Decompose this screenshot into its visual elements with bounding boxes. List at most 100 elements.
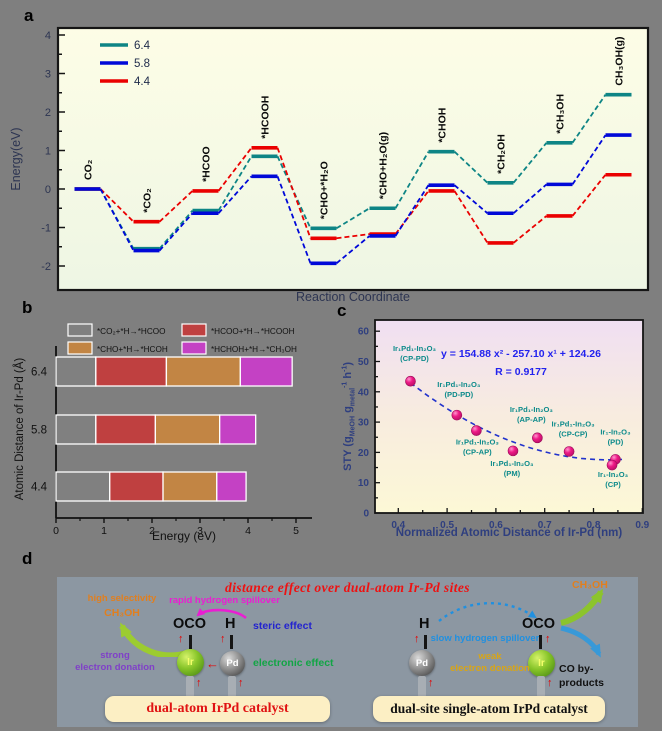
- weak-donation-label: weak electron donation: [450, 651, 530, 675]
- h-label-left: H: [225, 616, 236, 632]
- category-label: 5.8: [31, 425, 47, 437]
- y-tick-label: 20: [358, 448, 370, 459]
- y-tick-label: 10: [358, 478, 370, 489]
- bar-segment: [154, 414, 221, 445]
- point-site-label: (PD-PD): [445, 390, 474, 399]
- data-point: [405, 375, 416, 387]
- energy-connector: [158, 209, 194, 250]
- data-point: [471, 425, 482, 436]
- ch3oh-label-right: CH₃OH: [572, 579, 608, 591]
- energy-diagram-chart: 4 3 2 1 0 -1 -2 CO₂ *CO₂ *HCOO *HCOOH *CHO+*H₂O *CHO…: [41, 26, 650, 292]
- bar-segment: [239, 356, 293, 387]
- bar-segment: [219, 414, 257, 445]
- support-pillar: [537, 676, 545, 697]
- data-point: [606, 459, 618, 471]
- energy-connector: [336, 233, 370, 240]
- bar-segment: [55, 471, 111, 502]
- point-name-label: Ir₁Pd₁-In₂O₃: [552, 419, 596, 428]
- bar-segment: [165, 356, 241, 387]
- up-arrow-icon: ↑: [414, 633, 420, 645]
- slow-spillover-arrow-icon: [438, 601, 537, 622]
- y-tick-label: 4: [45, 30, 51, 42]
- up-arrow-icon: ↑: [428, 677, 434, 689]
- energy-connector: [512, 142, 548, 184]
- legend-swatch: [181, 341, 207, 355]
- h-bond-left: [230, 635, 233, 649]
- y-tick-label: 0: [363, 509, 369, 520]
- species-label: *CHO+H₂O(g): [378, 132, 390, 199]
- point-name-label: Ir₁Pd₁-In₂O₃: [456, 438, 500, 447]
- rapid-spillover-label: rapid hydrogen spillover: [169, 595, 280, 606]
- legend-swatch: [67, 323, 93, 337]
- legend-label: 6.4: [134, 40, 151, 52]
- species-label: *CH₂OH: [496, 134, 508, 174]
- energy-connector: [217, 155, 253, 212]
- data-point: [451, 409, 463, 421]
- fit-equation: y = 154.88 x² - 257.10 x¹ + 124.26: [441, 348, 601, 360]
- rapid-spillover-arrow-icon: [196, 608, 247, 620]
- pd-sphere-right: Pd: [409, 650, 435, 676]
- x-tick-label: 0: [53, 525, 59, 537]
- ch3oh-label-left: CH₃OH: [104, 607, 140, 619]
- energy-connector: [99, 188, 135, 252]
- h-label-right: H: [419, 616, 430, 632]
- y-tick-label: 3: [45, 69, 51, 81]
- ir-sphere-text: Ir: [187, 657, 194, 668]
- data-point: [507, 445, 519, 457]
- strong-donation-label: strong electron donation: [75, 650, 155, 674]
- dual-atom-catalyst-box: dual-atom IrPd catalyst: [105, 696, 330, 722]
- species-label: *HCOOH: [260, 96, 272, 139]
- legend-label: *CO₂+*H→*HCOO: [97, 327, 165, 336]
- energy-connector: [571, 134, 607, 185]
- y-tick-label: 60: [358, 327, 370, 338]
- pd-sphere-text: Pd: [415, 657, 429, 669]
- bar-segment: [55, 356, 97, 387]
- up-arrow-icon: ↑: [196, 677, 202, 689]
- oco-label-right: OCO: [522, 616, 556, 632]
- bar-segment: [95, 414, 157, 445]
- panel-b-xlabel: Energy (eV): [151, 529, 217, 543]
- x-tick-label: 4: [245, 525, 251, 537]
- panel-d-schematic: distance effect over dual-atom Ir-Pd sit…: [57, 577, 638, 727]
- category-label: 4.4: [31, 482, 48, 494]
- up-arrow-icon: ↑: [178, 633, 184, 645]
- support-pillar: [186, 676, 194, 697]
- data-point: [532, 432, 543, 444]
- panel-a-frame: [56, 26, 650, 292]
- panel-c-ylabel: STY (gMeOH gmetal-1 h-1): [341, 361, 357, 471]
- x-tick-label: 0.4: [391, 520, 405, 531]
- energy-connector: [276, 155, 312, 229]
- x-tick-label: 0.5: [440, 520, 454, 531]
- up-arrow-icon: ↑: [545, 633, 551, 645]
- y-tick-label: 2: [45, 107, 51, 119]
- legend-label: *CHO+*H→*HCOH: [97, 345, 168, 354]
- point-site-label: (CP-AP): [463, 448, 492, 457]
- point-site-label: (PM): [504, 469, 521, 478]
- legend-label: 4.4: [134, 76, 151, 88]
- point-name-label: Ir₁Pd₁-In₂O₃: [490, 459, 534, 468]
- data-point: [563, 446, 575, 457]
- species-label: *CO₂: [142, 188, 154, 213]
- x-tick-label: 0.6: [489, 520, 503, 531]
- ir-sphere-text: Ir: [538, 658, 545, 669]
- panel-c-label: c: [337, 301, 347, 320]
- point-name-label: Ir₁Pd₁-In₂O₃: [510, 405, 554, 414]
- species-label: *HCOO: [201, 146, 213, 182]
- energy-connector: [335, 235, 371, 264]
- energy-connector: [512, 183, 548, 214]
- panel-a-ylabel: Energy(eV): [9, 127, 23, 191]
- product-fork-arrows-icon: [560, 588, 604, 658]
- species-label: *CHO+*H₂O: [319, 161, 331, 219]
- energy-connector: [453, 184, 489, 214]
- energy-connector: [217, 175, 253, 214]
- panel-a-xlabel: Reaction Coordinate: [296, 290, 410, 304]
- energy-connector: [453, 190, 489, 244]
- species-label: *CHOH: [437, 108, 449, 143]
- bar-segment: [109, 471, 164, 502]
- panel-c-xlabel: Normalized Atomic Distance of Ir-Pd (nm): [395, 527, 623, 539]
- bar-segment: [162, 471, 218, 502]
- species-label: CH₃OH(g): [614, 36, 626, 85]
- point-site-label: (PD): [608, 437, 624, 446]
- y-tick-label: -1: [41, 223, 51, 235]
- point-site-label: (CP-CP): [559, 429, 588, 438]
